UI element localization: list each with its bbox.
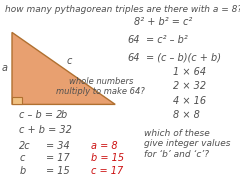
- Text: 2 × 32: 2 × 32: [173, 81, 206, 91]
- Text: c: c: [67, 56, 72, 66]
- Text: a: a: [1, 63, 7, 73]
- Text: = 34: = 34: [46, 141, 69, 151]
- Polygon shape: [12, 97, 22, 104]
- Text: = 15: = 15: [46, 166, 69, 176]
- Text: b = 15: b = 15: [91, 153, 124, 163]
- Text: which of these
give integer values
for ‘b’ and ‘c’?: which of these give integer values for ‘…: [144, 129, 230, 159]
- Text: how many pythagorean triples are there with a = 8?: how many pythagorean triples are there w…: [5, 5, 240, 14]
- Text: 64: 64: [127, 53, 140, 63]
- Text: 8² + b² = c²: 8² + b² = c²: [134, 17, 193, 27]
- Text: c: c: [19, 153, 24, 163]
- Text: c – b = 2: c – b = 2: [19, 110, 63, 120]
- Text: = 17: = 17: [46, 153, 69, 163]
- Text: 1 × 64: 1 × 64: [173, 67, 206, 77]
- Text: whole numbers
multiply to make 64?: whole numbers multiply to make 64?: [56, 77, 145, 96]
- Text: a = 8: a = 8: [91, 141, 118, 151]
- Text: 8 × 8: 8 × 8: [173, 110, 200, 120]
- Text: 64: 64: [127, 35, 140, 45]
- Text: c + b = 32: c + b = 32: [19, 125, 72, 135]
- Text: b: b: [60, 110, 67, 120]
- Text: b: b: [19, 166, 25, 176]
- Text: c = 17: c = 17: [91, 166, 123, 176]
- Text: = (c – b)(c + b): = (c – b)(c + b): [146, 53, 221, 63]
- Text: 4 × 16: 4 × 16: [173, 96, 206, 106]
- Text: = c² – b²: = c² – b²: [146, 35, 188, 45]
- Polygon shape: [12, 32, 115, 104]
- Text: 2c: 2c: [19, 141, 31, 151]
